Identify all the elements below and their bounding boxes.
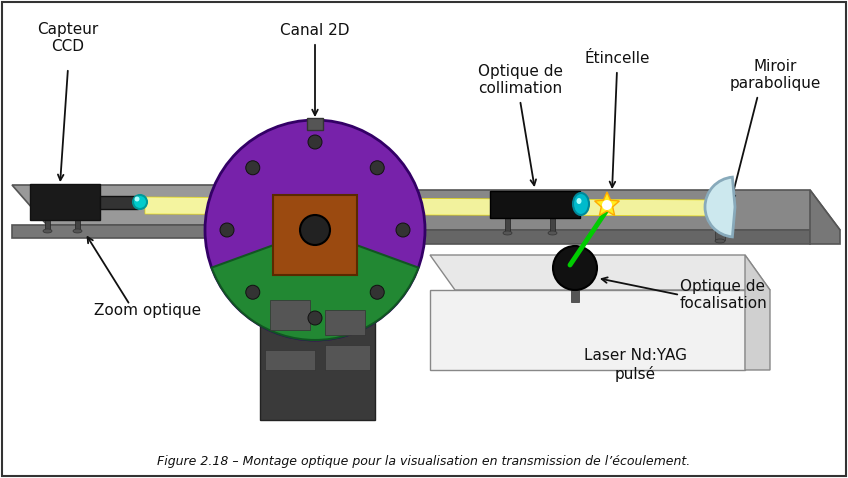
Circle shape <box>396 223 410 237</box>
Text: Figure 2.18 – Montage optique pour la visualisation en transmission de l’écoulem: Figure 2.18 – Montage optique pour la vi… <box>158 456 690 468</box>
Polygon shape <box>505 218 510 232</box>
Text: Capteur
CCD: Capteur CCD <box>37 22 98 54</box>
Polygon shape <box>270 300 310 330</box>
Polygon shape <box>307 118 323 130</box>
Circle shape <box>602 200 612 210</box>
Polygon shape <box>550 218 555 232</box>
Circle shape <box>371 285 384 299</box>
Circle shape <box>246 285 259 299</box>
Ellipse shape <box>577 198 582 204</box>
Polygon shape <box>145 197 720 216</box>
Text: Laser Nd:YAG
pulsé: Laser Nd:YAG pulsé <box>583 348 687 382</box>
Polygon shape <box>490 191 580 218</box>
Text: Optique de
collimation: Optique de collimation <box>477 64 562 96</box>
Polygon shape <box>745 255 770 370</box>
Polygon shape <box>45 220 50 230</box>
Polygon shape <box>230 185 265 238</box>
Polygon shape <box>12 185 265 225</box>
Polygon shape <box>265 350 315 370</box>
Polygon shape <box>12 225 230 238</box>
Text: Zoom optique: Zoom optique <box>94 303 202 317</box>
Ellipse shape <box>43 229 52 233</box>
Ellipse shape <box>73 229 82 233</box>
Polygon shape <box>273 195 357 275</box>
Text: Étincelle: Étincelle <box>584 51 650 65</box>
Polygon shape <box>715 230 725 240</box>
Text: Miroir
parabolique: Miroir parabolique <box>729 59 821 91</box>
Circle shape <box>300 215 330 245</box>
Ellipse shape <box>135 196 140 202</box>
Polygon shape <box>355 230 810 244</box>
Text: Optique de
focalisation: Optique de focalisation <box>680 279 767 311</box>
Polygon shape <box>571 290 579 302</box>
Circle shape <box>220 223 234 237</box>
Ellipse shape <box>503 231 512 235</box>
Circle shape <box>308 135 322 149</box>
Polygon shape <box>325 345 370 370</box>
Polygon shape <box>810 190 840 244</box>
Circle shape <box>308 311 322 325</box>
Polygon shape <box>355 190 840 230</box>
Circle shape <box>553 246 597 290</box>
Circle shape <box>205 120 425 340</box>
Polygon shape <box>430 290 745 370</box>
Polygon shape <box>594 192 619 216</box>
Polygon shape <box>100 196 138 209</box>
Polygon shape <box>260 285 375 420</box>
Circle shape <box>246 161 259 175</box>
Ellipse shape <box>715 239 725 243</box>
Ellipse shape <box>133 195 147 209</box>
Circle shape <box>371 161 384 175</box>
Text: Canal 2D: Canal 2D <box>280 22 349 37</box>
Polygon shape <box>430 255 770 290</box>
Ellipse shape <box>573 193 589 215</box>
Ellipse shape <box>548 231 557 235</box>
Polygon shape <box>270 190 370 380</box>
Polygon shape <box>75 220 80 230</box>
Wedge shape <box>705 177 735 237</box>
Wedge shape <box>212 230 418 340</box>
Polygon shape <box>325 310 365 335</box>
Polygon shape <box>30 184 100 220</box>
